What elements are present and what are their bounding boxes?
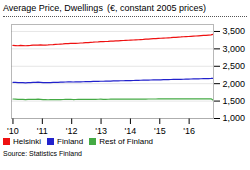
svg-text:'12: '12 bbox=[66, 126, 78, 136]
html-text:Finland: Finland bbox=[57, 137, 84, 146]
svg-text:'11: '11 bbox=[37, 126, 48, 136]
svg-text:3,000: 3,000 bbox=[223, 44, 246, 54]
html-text:Helsinki: Helsinki bbox=[13, 137, 41, 146]
html-text:Average Price, Dwellings (€, c: Average Price, Dwellings (€, constant 20… bbox=[3, 3, 206, 13]
svg-text:1,500: 1,500 bbox=[223, 96, 246, 106]
svg-text:'13: '13 bbox=[95, 126, 107, 136]
svg-text:2,000: 2,000 bbox=[223, 79, 246, 89]
svg-text:2,500: 2,500 bbox=[223, 61, 246, 71]
svg-text:1,000: 1,000 bbox=[223, 113, 246, 123]
svg-text:'15: '15 bbox=[154, 126, 166, 136]
svg-text:'10: '10 bbox=[7, 126, 19, 136]
html-text:Rest of Finland: Rest of Finland bbox=[99, 137, 154, 146]
svg-text:'14: '14 bbox=[125, 126, 137, 136]
svg-text:'16: '16 bbox=[183, 126, 195, 136]
svg-text:3,500: 3,500 bbox=[223, 26, 246, 36]
html-text:Source: Statistics Finland: Source: Statistics Finland bbox=[3, 150, 82, 157]
